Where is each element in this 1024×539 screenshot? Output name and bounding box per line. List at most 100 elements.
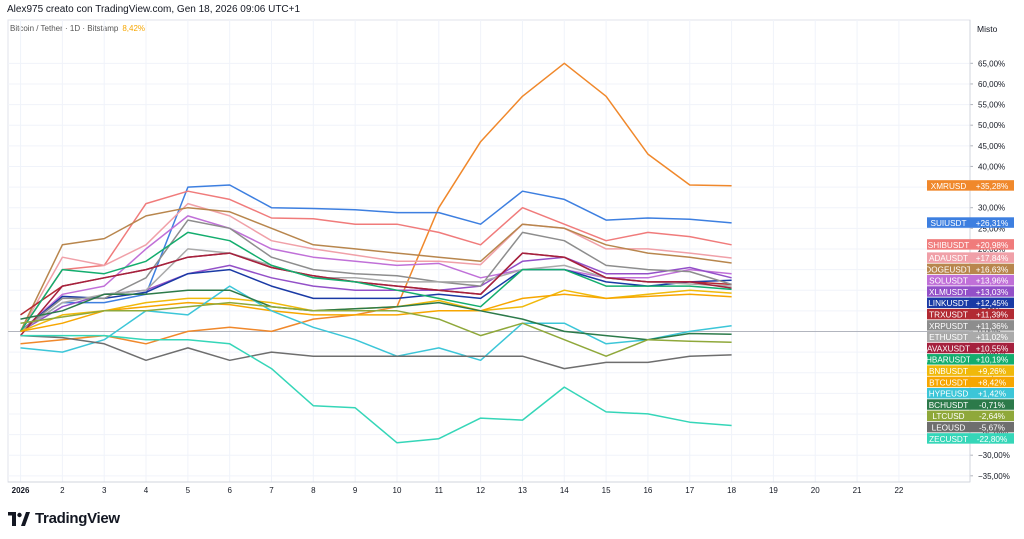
value-label-bchusdt[interactable]: BCHUSDT -0,71% (927, 399, 1014, 410)
series-line-shibusdt (19, 190, 732, 332)
y-tick-label: 65,00% (978, 59, 1005, 68)
symbol-tag-text: XLMUSDT (929, 288, 968, 297)
change-tag-text: +20,98% (976, 241, 1009, 250)
symbol-tag-text: LEOUSD (932, 424, 966, 433)
value-label-solusdt[interactable]: SOLUSDT +13,96% (927, 274, 1014, 286)
symbol-tag-text: BTCUSDT (929, 378, 968, 387)
change-tag-bg (970, 217, 1014, 228)
x-tick-label: 16 (643, 486, 652, 495)
symbol-tag-bg (927, 217, 970, 228)
value-label-adausdt[interactable]: ADAUSDT +17,84% (927, 252, 1014, 263)
x-tick-label: 20 (811, 486, 820, 495)
change-tag-text: +1,42% (978, 390, 1006, 399)
change-tag-bg (970, 180, 1014, 191)
value-label-hypeusd[interactable]: HYPEUSD +1,42% (927, 387, 1014, 399)
x-tick-label: 2 (60, 486, 65, 495)
value-label-xlmusdt[interactable]: XLMUSDT +13,03% (927, 286, 1014, 297)
change-tag-text: +11,39% (976, 311, 1008, 320)
value-label-xmrusd[interactable]: XMRUSD +35,28% (927, 180, 1014, 191)
symbol-tag-text: LINKUSDT (928, 299, 969, 308)
symbol-tag-bg (927, 297, 970, 309)
symbol-tag-text: ADAUSDT (929, 254, 968, 263)
change-tag-text: +26,31% (976, 219, 1009, 228)
change-tag-bg (970, 239, 1014, 250)
value-label-linkusdt[interactable]: LINKUSDT +12,45% (927, 297, 1014, 309)
symbol-tag-bg (927, 376, 970, 388)
symbol-tag-text: BCHUSDT (929, 401, 969, 410)
scale-mode-label[interactable]: Misto (977, 24, 998, 34)
value-label-ethusdt[interactable]: ETHUSDT +11,02% (927, 331, 1014, 342)
series-line-xrpusdt (20, 219, 732, 332)
value-label-leousd[interactable]: LEOUSD -5,67% (927, 421, 1014, 433)
symbol-tag-text: TRXUSDT (929, 311, 968, 320)
value-label-trxusdt[interactable]: TRXUSDT +11,39% (927, 308, 1014, 320)
series-line-bchusdt (20, 289, 732, 341)
x-tick-label: 10 (393, 486, 402, 495)
change-tag-text: +8,42% (978, 378, 1006, 387)
brand-logo[interactable]: TradingView (8, 510, 120, 527)
symbol-tag-text: BNBUSDT (929, 367, 968, 376)
value-label-zecusdt[interactable]: ZECUSDT -22,80% (927, 433, 1014, 444)
value-label-xrpusdt[interactable]: XRPUSDT +11,36% (927, 320, 1014, 331)
chart-caption: Alex975 creato con TradingView.com, Gen … (7, 4, 301, 15)
series-line-xmrusd (20, 62, 732, 345)
symbol-tag-bg (927, 331, 970, 342)
change-tag-bg (970, 286, 1014, 297)
symbol-tag-bg (927, 387, 970, 399)
value-label-suiusdt[interactable]: SUIUSDT +26,31% (927, 217, 1014, 228)
symbol-tag-bg (927, 433, 970, 444)
series-line-avaxusdt (19, 252, 732, 337)
series-line-btcusdt (20, 293, 732, 333)
change-tag-bg (970, 252, 1014, 263)
symbol-tag-text: SHIBUSDT (928, 241, 969, 250)
x-tick-label: 18 (727, 486, 736, 495)
x-tick-label: 4 (144, 486, 149, 495)
x-tick-label: 11 (435, 486, 444, 495)
change-tag-bg (970, 308, 1014, 320)
change-tag-text: +9,26% (978, 367, 1006, 376)
symbol-legend[interactable]: Bitcoin / Tether · 1D · Bitstamp 8,42% (10, 24, 145, 33)
x-tick-label: 21 (853, 486, 862, 495)
x-tick-label: 7 (269, 486, 274, 495)
symbol-tag-bg (927, 180, 970, 191)
value-label-ltcusd[interactable]: LTCUSD -2,64% (927, 410, 1014, 422)
x-tick-label: 17 (685, 486, 694, 495)
symbol-name: Bitcoin / Tether · 1D · Bitstamp (10, 24, 119, 33)
change-tag-text: -2,64% (979, 412, 1005, 421)
x-tick-label: 22 (894, 486, 903, 495)
series-line-hbarusdt (19, 231, 732, 332)
value-label-shibusdt[interactable]: SHIBUSDT +20,98% (927, 239, 1014, 250)
x-tick-label: 3 (102, 486, 107, 495)
symbol-tag-text: DOGEUSDT (925, 265, 971, 274)
symbol-tag-text: ZECUSDT (929, 435, 968, 444)
change-tag-text: +10,55% (976, 344, 1009, 353)
change-tag-text: -5,67% (979, 424, 1005, 433)
symbol-tag-bg (927, 320, 970, 331)
x-tick-label: 2026 (12, 486, 30, 495)
x-tick-label: 12 (476, 486, 485, 495)
change-tag-text: +13,03% (976, 288, 1009, 297)
value-label-btcusdt[interactable]: BTCUSDT +8,42% (927, 376, 1014, 388)
value-label-bnbusdt[interactable]: BNBUSDT +9,26% (927, 365, 1014, 376)
symbol-tag-bg (927, 263, 970, 275)
series-line-zecusdt (20, 334, 732, 444)
symbol-tag-text: HBARUSDT (926, 356, 971, 365)
value-label-avaxusdt[interactable]: AVAXUSDT +10,55% (927, 342, 1014, 354)
change-tag-bg (970, 320, 1014, 331)
value-label-dogeusdt[interactable]: DOGEUSDT +16,63% (925, 263, 1014, 275)
symbol-tag-bg (927, 239, 970, 250)
series-line-hypeusd (20, 285, 732, 362)
symbol-tag-bg (927, 410, 970, 422)
change-tag-bg (970, 399, 1014, 410)
series-line-suiusdt (20, 184, 732, 333)
symbol-tag-bg (927, 399, 970, 410)
x-tick-label: 8 (311, 486, 316, 495)
value-label-hbarusdt[interactable]: HBARUSDT +10,19% (926, 354, 1014, 365)
change-tag-text: +11,02% (976, 333, 1008, 342)
symbol-tag-bg (927, 365, 970, 376)
change-tag-bg (970, 387, 1014, 399)
x-tick-label: 13 (518, 486, 527, 495)
x-tick-label: 9 (353, 486, 358, 495)
change-tag-text: +16,63% (976, 265, 1009, 274)
